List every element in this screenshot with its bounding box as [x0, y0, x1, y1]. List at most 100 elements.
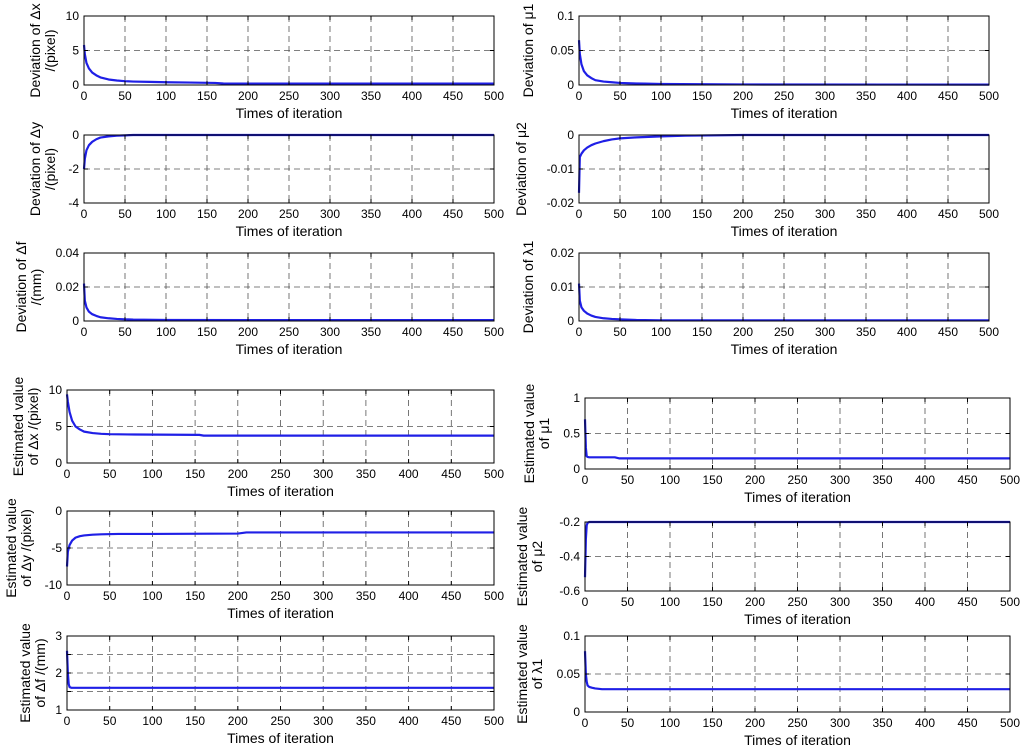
y-axis-label: Estimated value — [514, 506, 530, 606]
y-tick-label: 0.05 — [557, 667, 581, 681]
y-axis-label: Estimated value — [10, 376, 26, 476]
chart-dev-df: 0 50 100 150 200 250 300 350 400 450 500 0 0.02 0.04 T… — [13, 241, 504, 357]
x-tick-label: 300 — [815, 89, 835, 103]
x-tick-label: 50 — [613, 207, 627, 221]
x-tick-label: 450 — [957, 473, 977, 487]
x-tick-label: 450 — [441, 467, 461, 481]
x-tick-label: 300 — [320, 207, 340, 221]
x-tick-label: 50 — [118, 89, 132, 103]
x-tick-label: 100 — [651, 89, 671, 103]
y-axis-label: of μ1 — [536, 418, 552, 450]
x-tick-label: 250 — [787, 595, 807, 609]
x-tick-label: 0 — [81, 89, 88, 103]
series-line — [577, 283, 989, 322]
x-tick-label: 200 — [238, 325, 258, 339]
x-tick-label: 450 — [443, 325, 463, 339]
x-tick-label: 150 — [197, 207, 217, 221]
y-axis-label: Estimated value — [521, 383, 537, 483]
x-tick-label: 400 — [915, 473, 935, 487]
x-tick-label: 150 — [197, 89, 217, 103]
x-tick-label: 100 — [651, 325, 671, 339]
x-tick-label: 500 — [1000, 716, 1020, 730]
y-tick-label: 0 — [567, 314, 574, 328]
y-tick-label: 0.01 — [551, 280, 575, 294]
chart-dev-lambda1: 0 50 100 150 200 250 300 350 400 450 500 0 0.01 0.02 T… — [520, 240, 999, 357]
y-tick-label: 3 — [55, 629, 62, 643]
x-tick-label: 150 — [692, 325, 712, 339]
x-axis-label: Times of iteration — [227, 605, 334, 621]
x-tick-label: 300 — [815, 325, 835, 339]
x-tick-label: 100 — [142, 714, 162, 728]
x-tick-label: 200 — [238, 89, 258, 103]
x-axis-label: Times of iteration — [227, 730, 334, 746]
x-tick-label: 350 — [856, 89, 876, 103]
y-tick-label: 0 — [55, 456, 62, 470]
x-tick-label: 100 — [142, 589, 162, 603]
chart-est-dy: 0 50 100 150 200 250 300 350 400 450 500 -10 -5 0 Time… — [3, 498, 504, 621]
x-tick-label: 0 — [576, 89, 583, 103]
x-tick-label: 450 — [957, 595, 977, 609]
x-tick-label: 0 — [81, 325, 88, 339]
y-axis-label: Deviation of Δf — [13, 241, 29, 332]
y-tick-label: -0.6 — [559, 584, 580, 598]
x-tick-label: 500 — [1000, 595, 1020, 609]
x-tick-label: 250 — [774, 89, 794, 103]
y-axis-label: Estimated value — [3, 498, 19, 598]
x-tick-label: 0 — [576, 207, 583, 221]
x-tick-label: 0 — [64, 714, 71, 728]
x-tick-label: 50 — [103, 589, 117, 603]
x-tick-label: 200 — [228, 714, 248, 728]
y-axis-label: Deviation of λ1 — [520, 240, 536, 333]
y-axis-label: /(pixel) — [42, 148, 58, 190]
chart-est-mu1: 0 50 100 150 200 250 300 350 400 450 500 0 0.5 1 Times… — [521, 383, 1020, 505]
x-tick-label: 400 — [897, 325, 917, 339]
y-tick-label: 0.02 — [56, 280, 80, 294]
x-tick-label: 150 — [702, 473, 722, 487]
x-tick-label: 200 — [228, 589, 248, 603]
x-tick-label: 450 — [957, 716, 977, 730]
x-tick-label: 50 — [118, 207, 132, 221]
series-line — [583, 419, 1010, 460]
x-tick-label: 200 — [238, 207, 258, 221]
x-tick-label: 500 — [484, 589, 504, 603]
x-tick-label: 50 — [613, 325, 627, 339]
x-tick-label: 400 — [897, 207, 917, 221]
x-tick-label: 350 — [356, 467, 376, 481]
x-tick-label: 350 — [361, 207, 381, 221]
x-tick-label: 200 — [745, 473, 765, 487]
x-axis-label: Times of iteration — [744, 732, 851, 748]
x-tick-label: 250 — [270, 714, 290, 728]
x-tick-label: 500 — [484, 89, 504, 103]
x-axis-label: Times of iteration — [236, 341, 343, 357]
x-tick-label: 100 — [156, 207, 176, 221]
y-axis-label: /(mm) — [28, 269, 44, 306]
series-line — [577, 133, 989, 193]
x-tick-label: 400 — [399, 589, 419, 603]
x-tick-label: 100 — [651, 207, 671, 221]
x-tick-label: 300 — [830, 716, 850, 730]
x-tick-label: 0 — [81, 207, 88, 221]
x-tick-label: 0 — [64, 589, 71, 603]
x-tick-label: 150 — [197, 325, 217, 339]
chart-est-dx: 0 50 100 150 200 250 300 350 400 450 500 0 5 10 Times … — [10, 376, 504, 499]
x-tick-label: 500 — [1000, 473, 1020, 487]
x-tick-label: 0 — [582, 595, 589, 609]
x-tick-label: 250 — [270, 467, 290, 481]
y-tick-label: 10 — [49, 383, 63, 397]
x-axis-label: Times of iteration — [731, 341, 838, 357]
x-tick-label: 400 — [915, 716, 935, 730]
y-tick-label: 0 — [573, 705, 580, 719]
x-tick-label: 300 — [313, 714, 333, 728]
x-tick-label: 400 — [897, 89, 917, 103]
x-tick-label: 500 — [484, 207, 504, 221]
y-tick-label: 5 — [72, 44, 79, 58]
y-tick-label: 0 — [573, 462, 580, 476]
x-tick-label: 500 — [484, 714, 504, 728]
x-tick-label: 250 — [774, 207, 794, 221]
x-tick-label: 100 — [142, 467, 162, 481]
series-line — [577, 40, 990, 86]
x-tick-label: 50 — [103, 467, 117, 481]
y-tick-label: 0.02 — [551, 246, 575, 260]
x-tick-label: 450 — [443, 207, 463, 221]
